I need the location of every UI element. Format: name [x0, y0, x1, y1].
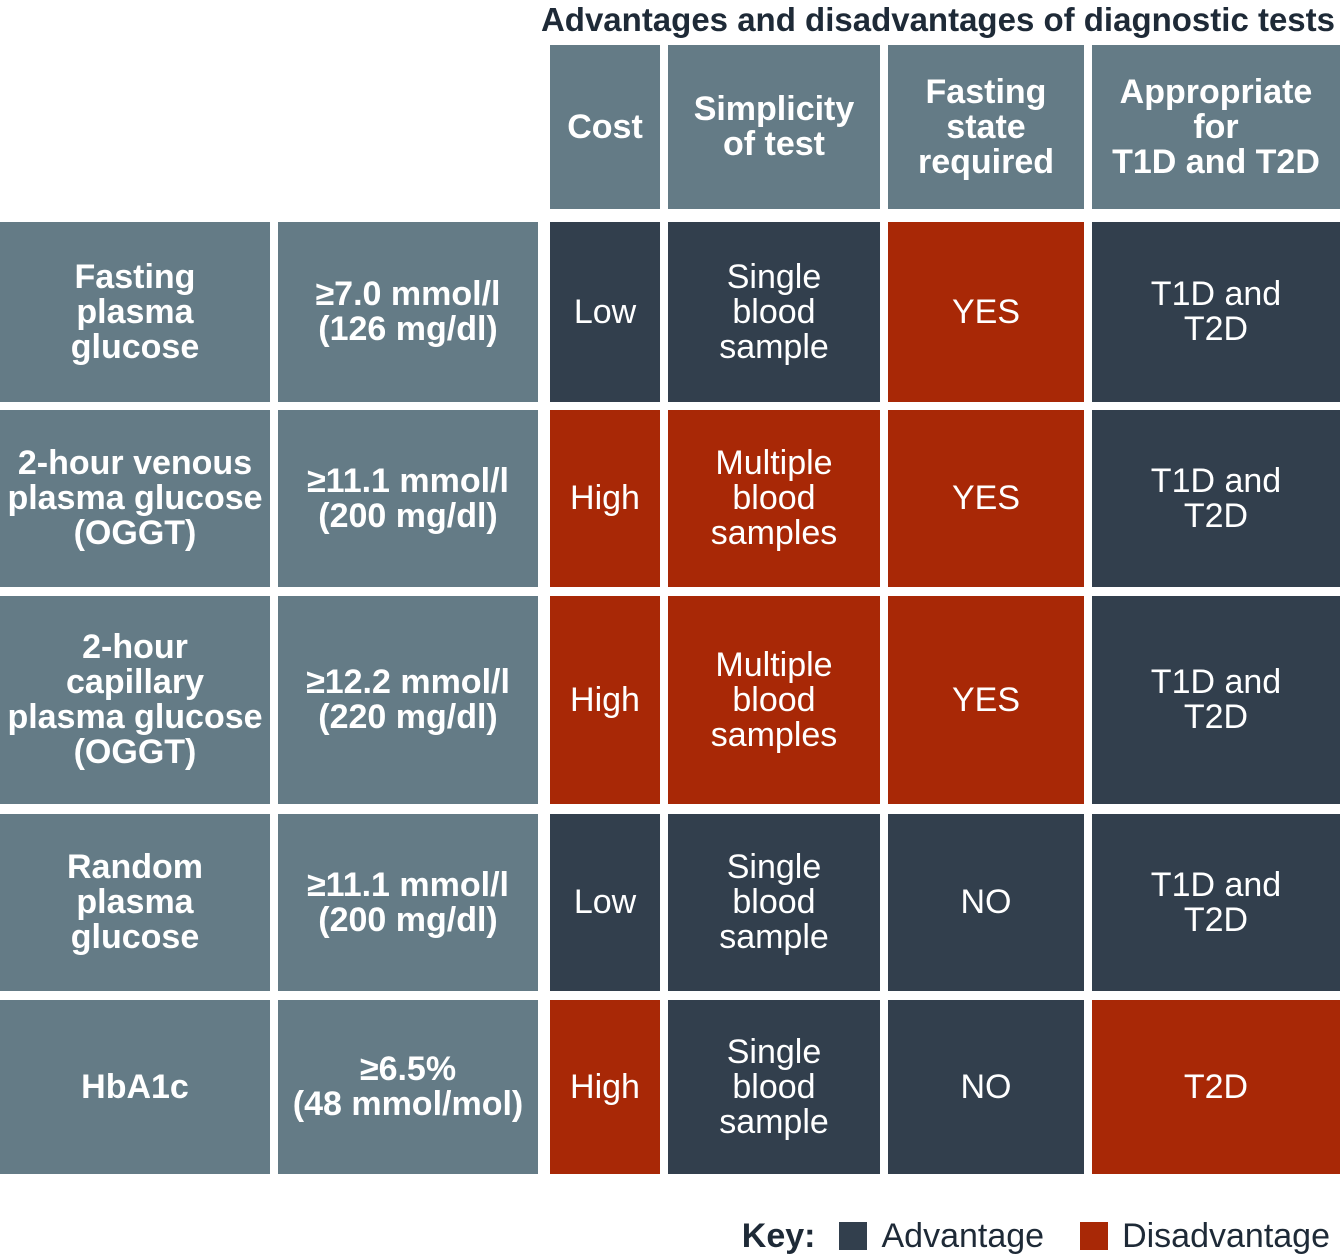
- cost-cell: Low: [550, 222, 660, 402]
- cell-text: NO: [960, 1067, 1012, 1106]
- row-test-name: 2-hour capillary plasma glucose (OGGT): [0, 596, 270, 804]
- cell-text: Multiple blood samples: [710, 645, 838, 754]
- test-name-text: Random plasma glucose: [67, 848, 203, 956]
- row-threshold: ≥7.0 mmol/l (126 mg/dl): [278, 222, 538, 402]
- row-threshold: ≥11.1 mmol/l (200 mg/dl): [278, 814, 538, 991]
- simplicity-cell: Single blood sample: [668, 1000, 880, 1174]
- row-threshold: ≥11.1 mmol/l (200 mg/dl): [278, 410, 538, 587]
- column-header-label: Appropriate for T1D and T2D: [1112, 72, 1320, 181]
- column-header-label: Fasting state required: [917, 72, 1055, 181]
- cell-text: T2D: [1183, 1067, 1249, 1106]
- row-threshold: ≥6.5% (48 mmol/mol): [278, 1000, 538, 1174]
- disadvantage-swatch: [1080, 1222, 1109, 1250]
- advantage-swatch: [839, 1222, 868, 1250]
- cost-cell: High: [550, 410, 660, 587]
- test-name-text: HbA1c: [81, 1067, 189, 1106]
- fasting-cell: NO: [888, 1000, 1084, 1174]
- cell-text: YES: [951, 292, 1021, 331]
- simplicity-cell: Multiple blood samples: [668, 410, 880, 587]
- cell-text: YES: [951, 479, 1021, 517]
- fasting-cell: NO: [888, 814, 1084, 991]
- simplicity-cell: Single blood sample: [668, 222, 880, 402]
- column-header-label: Cost: [567, 107, 643, 146]
- column-header-cost: Cost: [550, 45, 660, 209]
- threshold-text: ≥6.5% (48 mmol/mol): [292, 1050, 524, 1123]
- test-name-text: 2-hour capillary plasma glucose (OGGT): [7, 628, 263, 771]
- fasting-cell: YES: [888, 410, 1084, 587]
- appropriate-cell: T1D and T2D: [1092, 814, 1340, 991]
- column-header-fasting: Fasting state required: [888, 45, 1084, 209]
- appropriate-cell: T1D and T2D: [1092, 596, 1340, 804]
- column-header-simplicity: Simplicity of test: [668, 45, 880, 209]
- cell-text: Single blood sample: [719, 848, 829, 956]
- cost-cell: High: [550, 1000, 660, 1174]
- appropriate-cell: T2D: [1092, 1000, 1340, 1174]
- column-header-label: Simplicity of test: [693, 90, 855, 163]
- fasting-cell: YES: [888, 596, 1084, 804]
- legend-key: Key: Advantage Disadvantage: [700, 1212, 1330, 1260]
- threshold-text: ≥7.0 mmol/l (126 mg/dl): [315, 275, 501, 348]
- row-test-name: Fasting plasma glucose: [0, 222, 270, 402]
- cell-text: T1D and T2D: [1150, 461, 1282, 535]
- cell-text: T1D and T2D: [1150, 865, 1282, 939]
- cell-text: T1D and T2D: [1150, 663, 1282, 736]
- cell-text: YES: [951, 680, 1021, 719]
- appropriate-cell: T1D and T2D: [1092, 410, 1340, 587]
- cell-text: T1D and T2D: [1150, 275, 1282, 348]
- disadvantage-label: Disadvantage: [1122, 1216, 1330, 1255]
- row-test-name: 2-hour venous plasma glucose (OGGT): [0, 410, 270, 587]
- cost-cell: High: [550, 596, 660, 804]
- cell-text: Single blood sample: [719, 257, 829, 366]
- table-title: Advantages and disadvantages of diagnost…: [540, 1, 1335, 38]
- simplicity-cell: Multiple blood samples: [668, 596, 880, 804]
- row-test-name: Random plasma glucose: [0, 814, 270, 991]
- cell-text: High: [570, 1067, 640, 1106]
- simplicity-cell: Single blood sample: [668, 814, 880, 991]
- cell-text: Low: [573, 883, 637, 921]
- cell-text: High: [570, 479, 640, 517]
- row-threshold: ≥12.2 mmol/l (220 mg/dl): [278, 596, 538, 804]
- test-name-text: Fasting plasma glucose: [70, 257, 200, 366]
- cost-cell: Low: [550, 814, 660, 991]
- threshold-text: ≥12.2 mmol/l (220 mg/dl): [306, 663, 510, 736]
- cell-text: NO: [960, 883, 1012, 921]
- threshold-text: ≥11.1 mmol/l (200 mg/dl): [307, 461, 509, 535]
- threshold-text: ≥11.1 mmol/l (200 mg/dl): [307, 865, 509, 939]
- column-header-appropriate: Appropriate for T1D and T2D: [1092, 45, 1340, 209]
- cell-text: Single blood sample: [719, 1032, 829, 1141]
- appropriate-cell: T1D and T2D: [1092, 222, 1340, 402]
- fasting-cell: YES: [888, 222, 1084, 402]
- test-name-text: 2-hour venous plasma glucose (OGGT): [7, 444, 263, 552]
- key-label: Key:: [741, 1216, 816, 1255]
- cell-text: Multiple blood samples: [710, 444, 838, 552]
- cell-text: Low: [573, 292, 637, 331]
- advantage-label: Advantage: [881, 1216, 1045, 1255]
- cell-text: High: [570, 680, 640, 719]
- row-test-name: HbA1c: [0, 1000, 270, 1174]
